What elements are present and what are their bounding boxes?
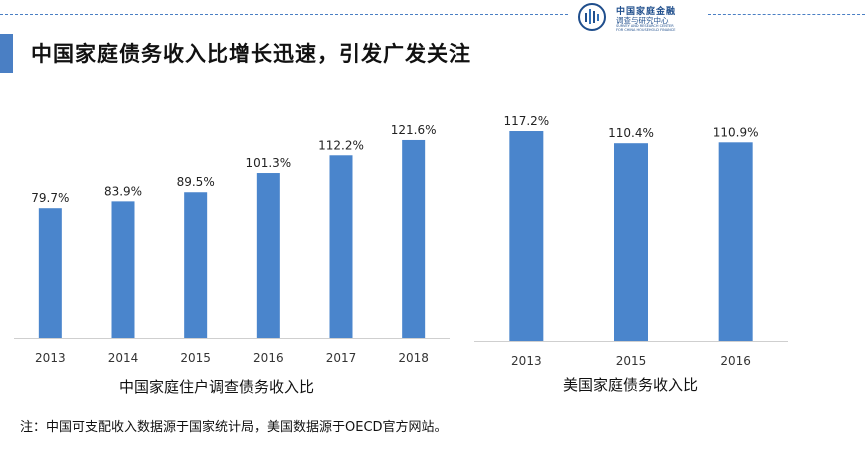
china-data-label-2014: 83.9% — [104, 184, 142, 198]
china-tick-label-2018: 2018 — [398, 351, 429, 365]
us-bar-2013 — [509, 131, 544, 341]
us-bar-2015 — [614, 143, 648, 341]
china-data-label-2016: 101.3% — [245, 156, 291, 170]
us-bar-2016 — [718, 142, 753, 341]
us-data-label-2013: 117.2% — [503, 114, 549, 128]
logo: 中国家庭金融 调查与研究中心 SURVEY AND RESEARCH CENTE… — [576, 2, 706, 32]
china-tick-label-2014: 2014 — [108, 351, 139, 365]
china-bar-2016 — [256, 173, 280, 338]
logo-emblem-icon — [578, 3, 606, 31]
china-bar-2015 — [184, 192, 208, 338]
china-chart-title: 中国家庭住户调查债务收入比 — [119, 378, 315, 396]
china-tick-label-2017: 2017 — [326, 351, 357, 365]
us-tick-label-2016: 2016 — [720, 354, 751, 368]
logo-name: 中国家庭金融 — [616, 7, 677, 17]
us-data-label-2015: 110.4% — [608, 126, 654, 140]
china-tick-label-2015: 2015 — [180, 351, 211, 365]
china-data-label-2018: 121.6% — [391, 123, 437, 137]
china-bar-2014 — [111, 201, 135, 338]
china-bar-2013 — [38, 208, 62, 338]
title-accent-bar — [0, 34, 13, 73]
china-bar-2018 — [402, 139, 426, 338]
logo-english: SURVEY AND RESEARCH CENTER FOR CHINA HOU… — [616, 24, 676, 32]
us-tick-label-2015: 2015 — [616, 354, 647, 368]
footnote: 注：中国可支配收入数据源于国家统计局，美国数据源于OECD官方网站。 — [20, 420, 448, 435]
china-data-label-2015: 89.5% — [177, 175, 215, 189]
china-data-label-2017: 112.2% — [318, 138, 364, 152]
china-bar-2017 — [329, 155, 353, 338]
page-title: 中国家庭债务收入比增长迅速，引发广发关注 — [31, 42, 471, 66]
us-chart-title: 美国家庭债务收入比 — [563, 376, 699, 394]
header-divider-left — [0, 14, 568, 15]
us-tick-label-2013: 2013 — [511, 354, 542, 368]
china-tick-label-2016: 2016 — [253, 351, 284, 365]
logo-subtitle: 调查与研究中心 — [616, 16, 669, 25]
china-tick-label-2013: 2013 — [35, 351, 66, 365]
header-divider-right — [708, 14, 865, 15]
us-data-label-2016: 110.9% — [713, 125, 759, 139]
china-data-label-2013: 79.7% — [31, 191, 69, 205]
